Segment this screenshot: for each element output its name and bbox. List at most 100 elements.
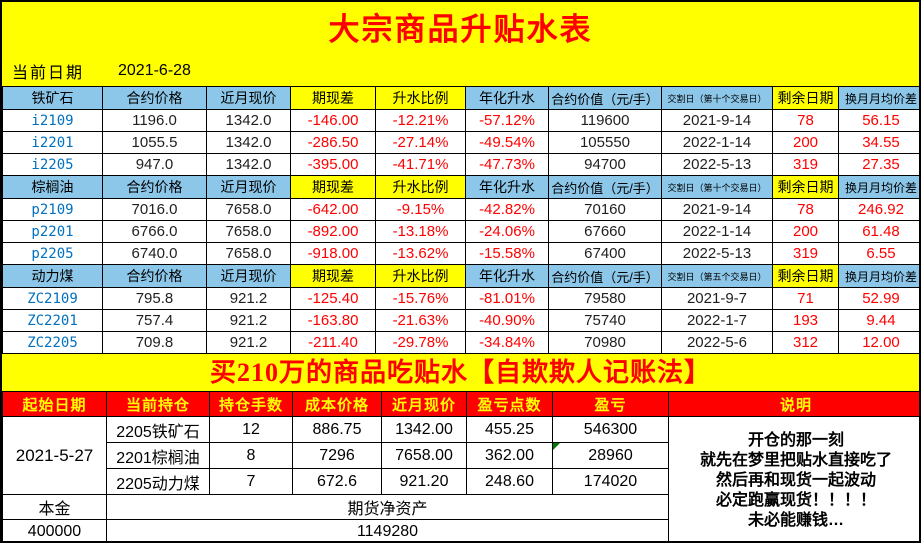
- cost-price-cell: 672.6: [292, 468, 382, 495]
- contract-code-cell: i2109: [2, 109, 103, 132]
- pnl-header: 盈亏: [552, 391, 669, 417]
- roll-diff-cell: 56.15: [838, 109, 919, 132]
- basis-cell: -163.80: [290, 309, 376, 332]
- top-banner: 大宗商品升贴水表 当前日期 2021-6-28: [2, 2, 919, 86]
- pnl-points-cell: 455.25: [466, 416, 553, 443]
- ratio-cell: -27.14%: [375, 131, 466, 154]
- pnl-value: 28960: [588, 446, 633, 464]
- positions-table: 起始日期 当前持仓 持仓手数 成本价格 近月现价 盈亏点数 盈亏 说明 2021…: [2, 391, 920, 541]
- contract-row: i2205 947.0 1342.0 -395.00 -41.71% -47.7…: [2, 153, 919, 176]
- roll-avg-diff-header: 换月月均价差: [838, 175, 919, 199]
- annualized-cell: -81.01%: [465, 287, 549, 310]
- contract-row: p2205 6740.0 7658.0 -918.00 -13.62% -15.…: [2, 242, 919, 265]
- basis-cell: -918.00: [290, 242, 376, 265]
- basis-cell: -125.40: [290, 287, 376, 310]
- spot-price-cell: 1342.0: [206, 153, 291, 176]
- contract-value-cell: 79580: [548, 287, 662, 310]
- annualized-cell: -40.90%: [465, 309, 549, 332]
- contract-value-header: 合约价值（元/手）: [548, 86, 662, 110]
- contract-value-cell: 67660: [548, 220, 662, 243]
- delivery-date-cell: 2022-1-14: [661, 131, 773, 154]
- contract-code-cell: ZC2109: [2, 287, 103, 310]
- days-remaining-cell: 78: [772, 198, 839, 221]
- note-line: 就先在梦里把贴水直接吃了: [699, 451, 892, 469]
- ratio-cell: -9.15%: [375, 198, 466, 221]
- ratio-cell: -15.76%: [375, 287, 466, 310]
- basis-cell: -211.40: [290, 331, 376, 354]
- annualized-cell: -15.58%: [465, 242, 549, 265]
- position-row: 2201棕榈油 8 7296 7658.00 362.00 28960: [3, 442, 920, 469]
- contract-value-cell: 105550: [548, 131, 662, 154]
- roll-diff-cell: 12.00: [838, 331, 919, 354]
- basis-cell: -146.00: [290, 109, 376, 132]
- contract-row: i2201 1055.5 1342.0 -286.50 -27.14% -49.…: [2, 131, 919, 154]
- days-remaining-header: 剩余日期: [772, 86, 839, 110]
- thermal-coal-header-row: 动力煤 合约价格 近月现价 期现差 升水比例 年化升水 合约价值（元/手） 交割…: [2, 264, 919, 288]
- roll-diff-cell: 246.92: [838, 198, 919, 221]
- basis-cell: -395.00: [290, 153, 376, 176]
- near-month-spot-header: 近月现价: [206, 175, 291, 199]
- premium-discount-table: 铁矿石 合约价格 近月现价 期现差 升水比例 年化升水 合约价值（元/手） 交割…: [2, 86, 919, 354]
- note-line: 必定跑赢现货！！！！: [715, 491, 876, 509]
- lots-cell: 7: [209, 468, 293, 495]
- annualized-premium-header: 年化升水: [465, 86, 549, 110]
- basis-cell: -642.00: [290, 198, 376, 221]
- annualized-cell: -57.12%: [465, 109, 549, 132]
- delivery-date-cell: 2022-5-13: [661, 153, 773, 176]
- spot-price-cell: 921.2: [206, 309, 291, 332]
- commodity-name-header: 动力煤: [2, 264, 103, 288]
- spot-price-cell: 7658.0: [206, 220, 291, 243]
- current-date-row: 当前日期 2021-6-28: [2, 57, 919, 85]
- page-title: 大宗商品升贴水表: [328, 12, 593, 47]
- roll-avg-diff-header: 换月月均价差: [838, 86, 919, 110]
- days-remaining-header: 剩余日期: [772, 264, 839, 288]
- contract-value-header: 合约价值（元/手）: [548, 264, 662, 288]
- contract-price-header: 合约价格: [102, 86, 207, 110]
- delivery-date-header: 交割日（第十个交易日）: [661, 175, 773, 199]
- annualized-premium-header: 年化升水: [465, 175, 549, 199]
- position-name-cell: 2201棕榈油: [106, 442, 210, 469]
- contract-value-cell: 119600: [548, 109, 662, 132]
- contract-code-cell: i2205: [2, 153, 103, 176]
- basis-header: 期现差: [290, 264, 376, 288]
- days-remaining-cell: 312: [772, 331, 839, 354]
- premium-ratio-header: 升水比例: [375, 86, 466, 110]
- days-remaining-cell: 319: [772, 242, 839, 265]
- basis-cell: -892.00: [290, 220, 376, 243]
- lots-header: 持仓手数: [209, 391, 293, 417]
- contract-price-cell: 757.4: [102, 309, 207, 332]
- start-date-cell: 2021-5-27: [2, 416, 107, 495]
- contract-row: p2109 7016.0 7658.0 -642.00 -9.15% -42.8…: [2, 198, 919, 221]
- spot-price-cell: 1342.0: [206, 109, 291, 132]
- delivery-date-cell: 2022-1-7: [661, 309, 773, 332]
- position-name-cell: 2205动力煤: [106, 468, 210, 495]
- current-date-label: 当前日期: [12, 65, 85, 82]
- contract-row: ZC2201 757.4 921.2 -163.80 -21.63% -40.9…: [2, 309, 919, 332]
- contract-code-cell: p2205: [2, 242, 103, 265]
- cost-price-header: 成本价格: [292, 391, 382, 417]
- net-asset-value-cell: 1149280: [106, 519, 669, 541]
- annualized-cell: -49.54%: [465, 131, 549, 154]
- comment-marker-icon: [553, 443, 560, 450]
- ratio-cell: -41.71%: [375, 153, 466, 176]
- lots-cell: 8: [209, 442, 293, 469]
- basis-cell: -286.50: [290, 131, 376, 154]
- annualized-cell: -42.82%: [465, 198, 549, 221]
- contract-row: ZC2109 795.8 921.2 -125.40 -15.76% -81.0…: [2, 287, 919, 310]
- pnl-cell: 28960: [552, 442, 669, 469]
- cost-price-cell: 886.75: [292, 416, 382, 443]
- commodity-name-header: 棕榈油: [2, 175, 103, 199]
- roll-diff-cell: 52.99: [838, 287, 919, 310]
- contract-value-cell: 94700: [548, 153, 662, 176]
- contract-price-cell: 709.8: [102, 331, 207, 354]
- basis-header: 期现差: [290, 175, 376, 199]
- spot-price-cell: 1342.00: [381, 416, 467, 443]
- delivery-date-cell: 2022-1-14: [661, 220, 773, 243]
- delivery-date-header: 交割日（第十个交易日）: [661, 86, 773, 110]
- note-line: 然后再和现货一起波动: [715, 471, 876, 489]
- near-month-spot-header: 近月现价: [381, 391, 467, 417]
- principal-value-cell: 400000: [2, 519, 107, 541]
- spot-price-cell: 7658.00: [381, 442, 467, 469]
- position-name-cell: 2205铁矿石: [106, 416, 210, 443]
